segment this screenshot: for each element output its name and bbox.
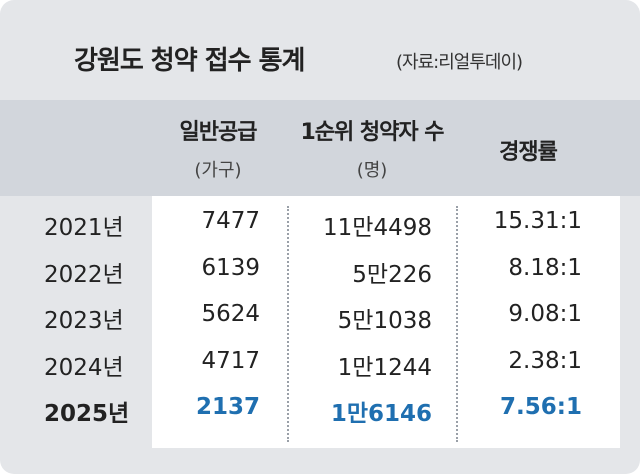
year-cell: 2021년 (44, 215, 124, 241)
year-cell: 2024년 (44, 354, 124, 381)
value-cell: 11만4498 (323, 215, 432, 241)
title: 강원도 청약 접수 통계 (74, 46, 305, 76)
header-band (0, 100, 640, 196)
column-label: 1순위 청약자 수 (300, 120, 444, 145)
value-cell: 5624 (201, 301, 260, 327)
column-label: 일반공급 (179, 120, 258, 145)
value-cell: 2137 (195, 394, 260, 420)
value-cell: 9.08:1 (508, 301, 582, 327)
value-cell: 1만6146 (330, 401, 432, 427)
value-cell: 1만1244 (337, 354, 432, 381)
table-body (152, 196, 620, 448)
year-cell: 2023년 (44, 308, 124, 334)
value-cell: 7.56:1 (500, 394, 582, 420)
column-unit: (가구) (194, 160, 242, 181)
year-cell: 2022년 (44, 261, 124, 288)
separator (287, 206, 289, 442)
value-cell: 6139 (201, 254, 260, 281)
value-cell: 15.31:1 (493, 208, 582, 234)
column-label: 경쟁률 (499, 140, 558, 165)
value-cell: 4717 (201, 347, 260, 374)
value-cell: 5만226 (352, 261, 432, 288)
year-cell: 2025년 (44, 401, 130, 427)
value-cell: 2.38:1 (508, 347, 582, 374)
column-unit: (명) (356, 160, 388, 181)
separator (456, 206, 458, 442)
value-cell: 7477 (201, 208, 260, 234)
value-cell: 8.18:1 (508, 254, 582, 281)
value-cell: 5만1038 (337, 308, 432, 334)
source: (자료:리얼투데이) (396, 52, 523, 73)
